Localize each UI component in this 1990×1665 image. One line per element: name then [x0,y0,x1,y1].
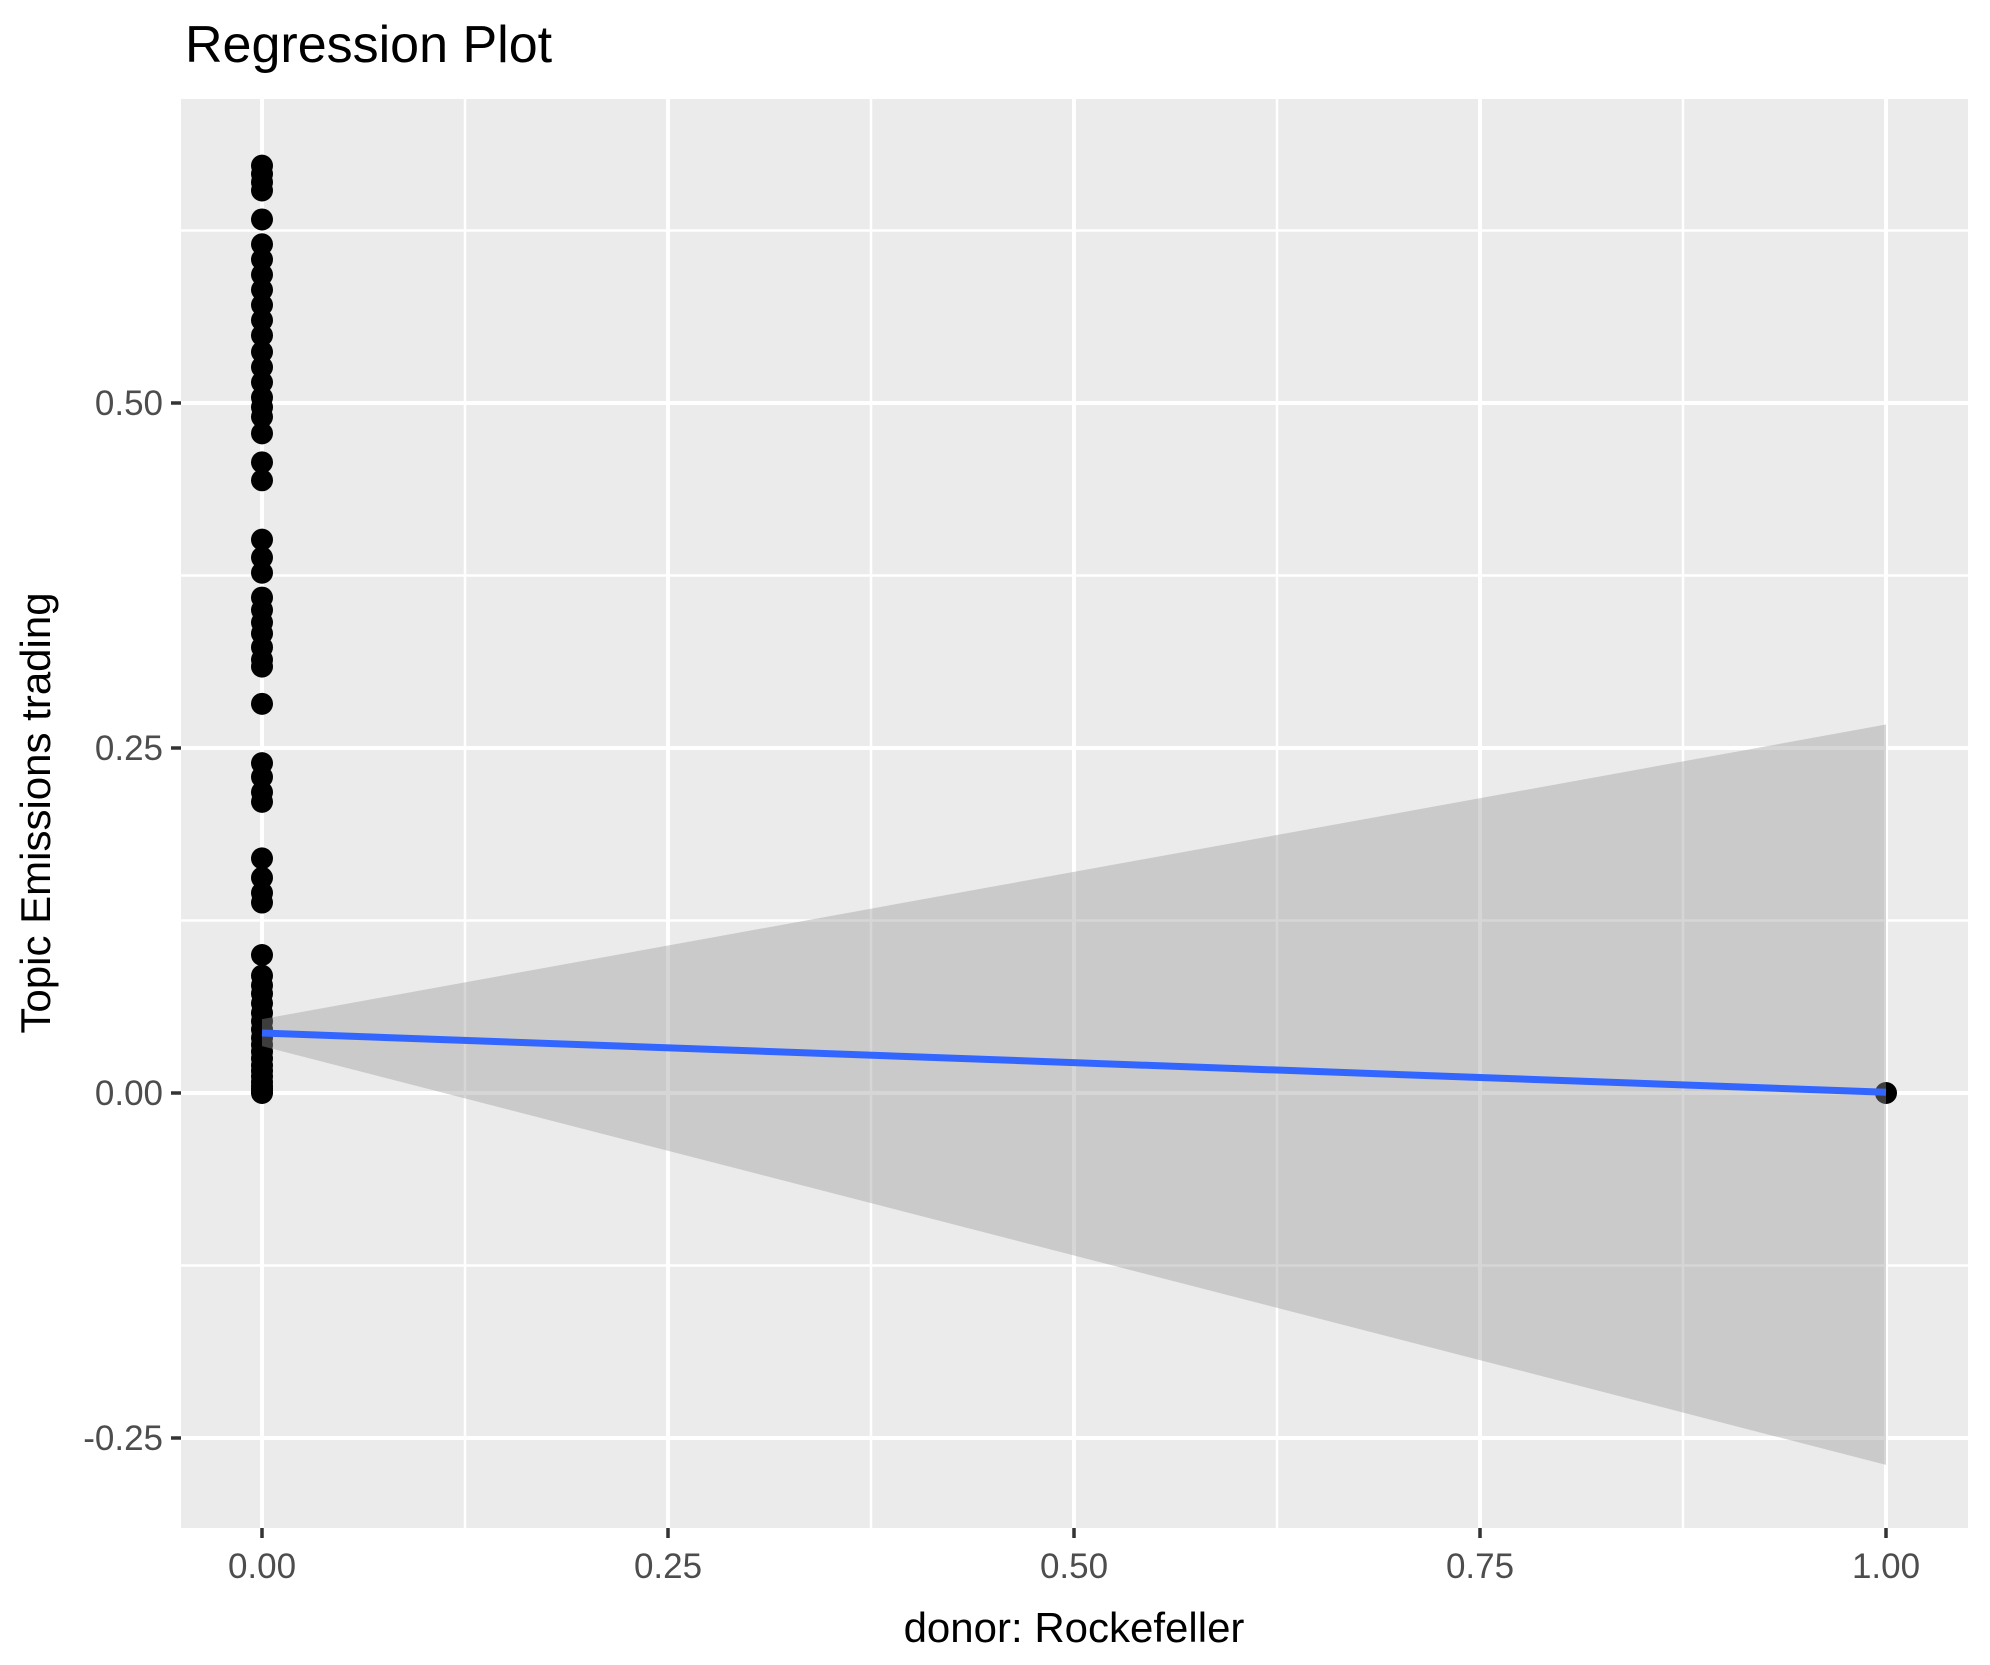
x-axis-tick-label: 0.75 [1446,1547,1514,1586]
scatter-point [251,655,273,678]
y-axis-title: Topic Emissions trading [12,592,59,1033]
scatter-point [251,294,273,317]
scatter-point [251,233,273,256]
scatter-points-layer [251,154,1897,1104]
confidence-band-layer [262,724,1886,1465]
scatter-point [251,179,273,202]
regression-line [261,1029,1887,1096]
scatter-point [251,278,273,301]
scatter-point [251,469,273,492]
scatter-point [251,528,273,551]
scatter-point [251,405,273,428]
scatter-point [251,248,273,271]
scatter-point [251,356,273,379]
plot-title: Regression Plot [185,16,553,74]
scatter-point [251,451,273,474]
scatter-point [251,944,273,966]
y-axis-tick-label: 0.25 [95,729,163,768]
y-axis-tick-label: -0.25 [83,1419,163,1458]
scatter-point [251,422,273,445]
scatter-point [251,208,273,231]
y-axis-tick-label: 0.50 [95,384,163,423]
confidence-band [262,724,1886,1465]
scatter-point [1875,1082,1897,1104]
x-axis-tick-label: 1.00 [1852,1547,1920,1586]
y-axis-tick-label: 0.00 [95,1074,163,1113]
axis-tick-labels: 0.00 0.25 0.50 0.75 1.00 -0.25 0.00 0.25 0.50 [83,384,1920,1586]
scatter-point [251,371,273,394]
scatter-point [251,546,273,569]
x-axis-tick-label: 0.25 [634,1547,702,1586]
scatter-point [251,324,273,347]
scatter-point [251,309,273,332]
scatter-point [251,340,273,363]
axis-tick-marks [171,401,1888,1538]
scatter-point [251,891,273,914]
scatter-point [251,263,273,286]
regression-line-layer [261,1029,1887,1096]
x-axis-title: donor: Rockefeller [904,1604,1245,1651]
x-axis-tick-label: 0.00 [228,1547,296,1586]
scatter-point [251,790,273,813]
scatter-point [251,1082,273,1104]
scatter-point [251,866,273,889]
scatter-point [251,765,273,788]
scatter-point [251,847,273,870]
scatter-point [251,561,273,584]
scatter-point [251,692,273,715]
x-axis-tick-label: 0.50 [1040,1547,1108,1586]
